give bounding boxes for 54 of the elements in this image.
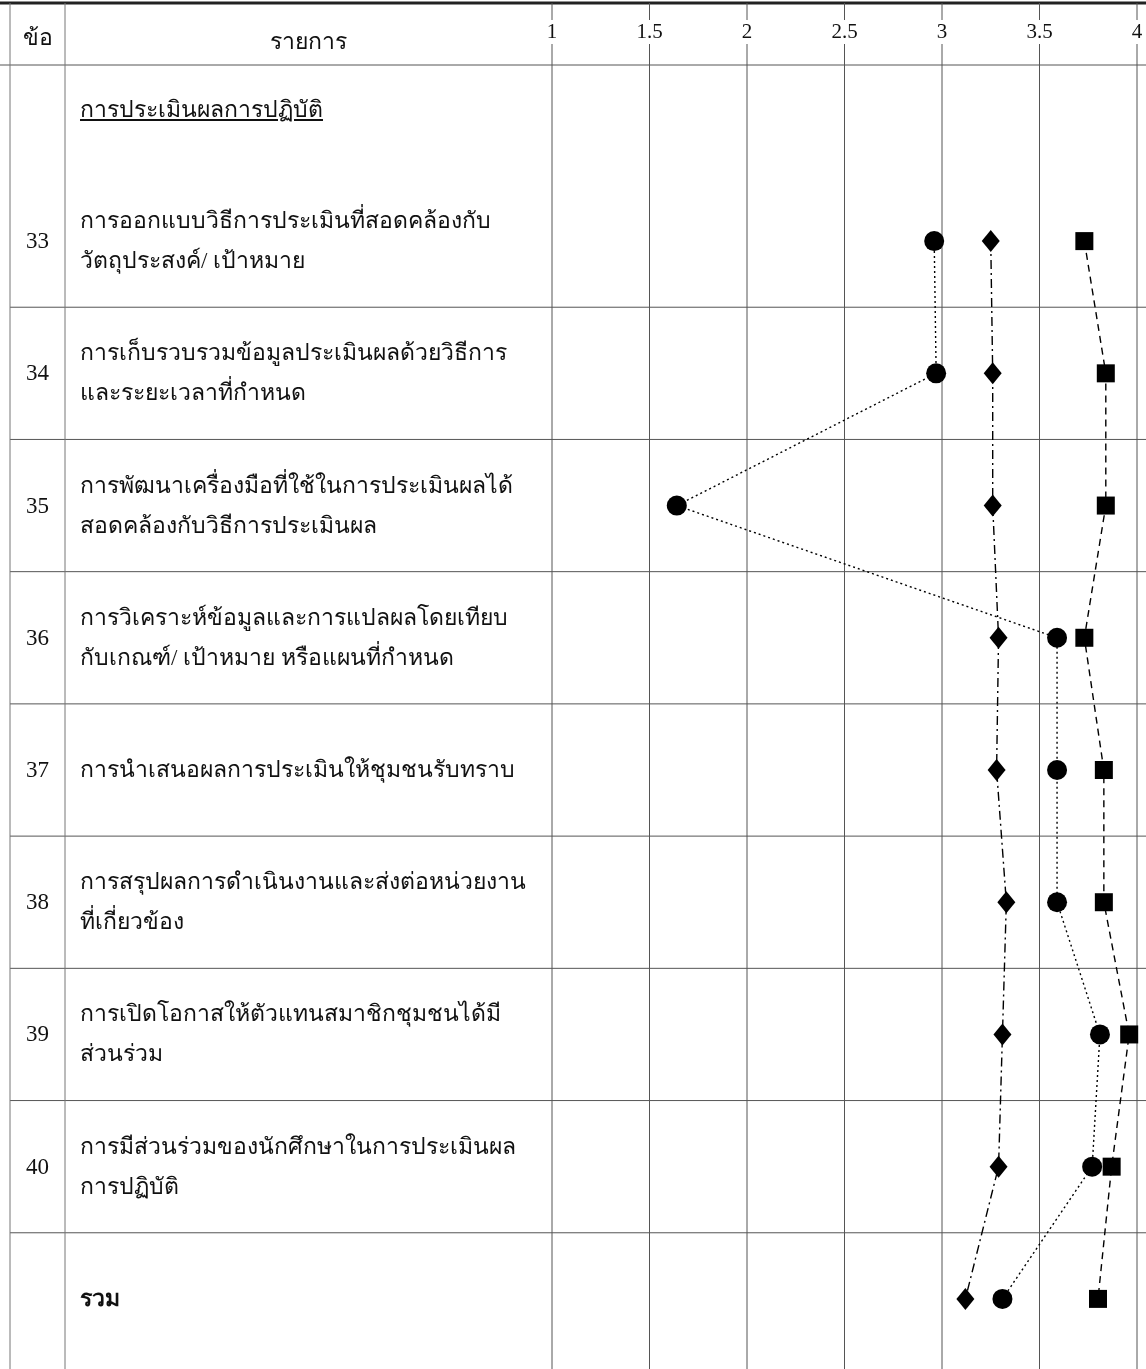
x-tick-label: 4 bbox=[1131, 19, 1143, 43]
x-tick-label: 2 bbox=[741, 19, 753, 43]
point bbox=[983, 362, 1002, 385]
point bbox=[1075, 628, 1094, 647]
point bbox=[981, 230, 1000, 253]
y-tick-label: รวม bbox=[80, 1284, 121, 1313]
point bbox=[1096, 496, 1115, 515]
x-tick-label: 2.5 bbox=[831, 19, 858, 43]
point bbox=[987, 759, 1006, 781]
point bbox=[993, 1023, 1012, 1046]
y2-tick-label: 38 bbox=[25, 888, 50, 917]
point bbox=[1094, 893, 1113, 912]
point bbox=[992, 1288, 1013, 1309]
point bbox=[1075, 232, 1094, 251]
point bbox=[1047, 627, 1068, 648]
point bbox=[1089, 1289, 1107, 1308]
y-tick-label: การออกแบบวิธีการประเมินที่สอดคล้องกับวัตถุประสงค์/ เป้าหมาย bbox=[80, 203, 492, 276]
y2-tick-label: 34 bbox=[25, 359, 50, 388]
point bbox=[997, 891, 1016, 914]
point bbox=[1047, 760, 1068, 780]
point bbox=[1094, 761, 1113, 779]
y-axis-title: รายการ bbox=[270, 29, 347, 54]
y-tick-label: การมีส่วนร่วมของนักศึกษาในการประเมินผลการปฏิบัติ bbox=[80, 1132, 517, 1201]
y2-tick-label: 36 bbox=[25, 623, 50, 652]
point bbox=[956, 1287, 975, 1310]
y2-tick-label: 37 bbox=[25, 756, 50, 784]
y2-tick-label: 35 bbox=[25, 491, 50, 520]
x-tick-label: 1 bbox=[546, 19, 558, 43]
point bbox=[983, 494, 1002, 517]
y-tick-label: การสรุปผลการดำเนินงานและส่งต่อหน่วยงานที่เกี่ยวข้อง bbox=[80, 868, 527, 937]
point bbox=[1047, 892, 1068, 913]
x-tick-label: 3 bbox=[936, 19, 948, 43]
point bbox=[989, 626, 1008, 649]
point bbox=[1096, 364, 1115, 383]
y2-axis-title: ข้อ bbox=[21, 24, 54, 52]
point bbox=[1082, 1156, 1103, 1177]
point bbox=[1102, 1157, 1121, 1176]
point bbox=[989, 1155, 1008, 1178]
point bbox=[1089, 1024, 1110, 1045]
y-tick-label: การนำเสนอผลการประเมินให้ชุมชนรับทราบ bbox=[80, 755, 516, 785]
y-tick-label: การเปิดโอกาสให้ตัวแทนสมาชิกชุมชนได้มีส่วนร่วม bbox=[80, 999, 502, 1069]
y-tick-label: การพัฒนาเครื่องมือที่ใช้ในการประเมินผลได้สอดคล้องกับวิธีการประเมินผล bbox=[80, 468, 514, 540]
x-tick-label: 3.5 bbox=[1026, 19, 1053, 43]
y2-tick-label: 40 bbox=[25, 1152, 50, 1181]
point bbox=[924, 231, 945, 252]
point bbox=[926, 363, 947, 384]
y2-tick-label: 33 bbox=[25, 227, 50, 256]
text: การประเมินผลการปฏิบัติ bbox=[80, 96, 324, 124]
x-tick-label: 1.5 bbox=[636, 19, 663, 43]
point bbox=[666, 495, 687, 516]
y-tick-label: การวิเคราะห์ข้อมูลและการแปลผลโดยเทียบกับเกณฑ์/ เป้าหมาย หรือแผนที่กำหนด bbox=[80, 603, 509, 672]
point bbox=[1120, 1025, 1139, 1044]
y-tick-label: การเก็บรวบรวมข้อมูลประเมินผลด้วยวิธีการและระยะเวลาที่กำหนด bbox=[80, 336, 508, 408]
y2-tick-label: 39 bbox=[25, 1020, 50, 1049]
